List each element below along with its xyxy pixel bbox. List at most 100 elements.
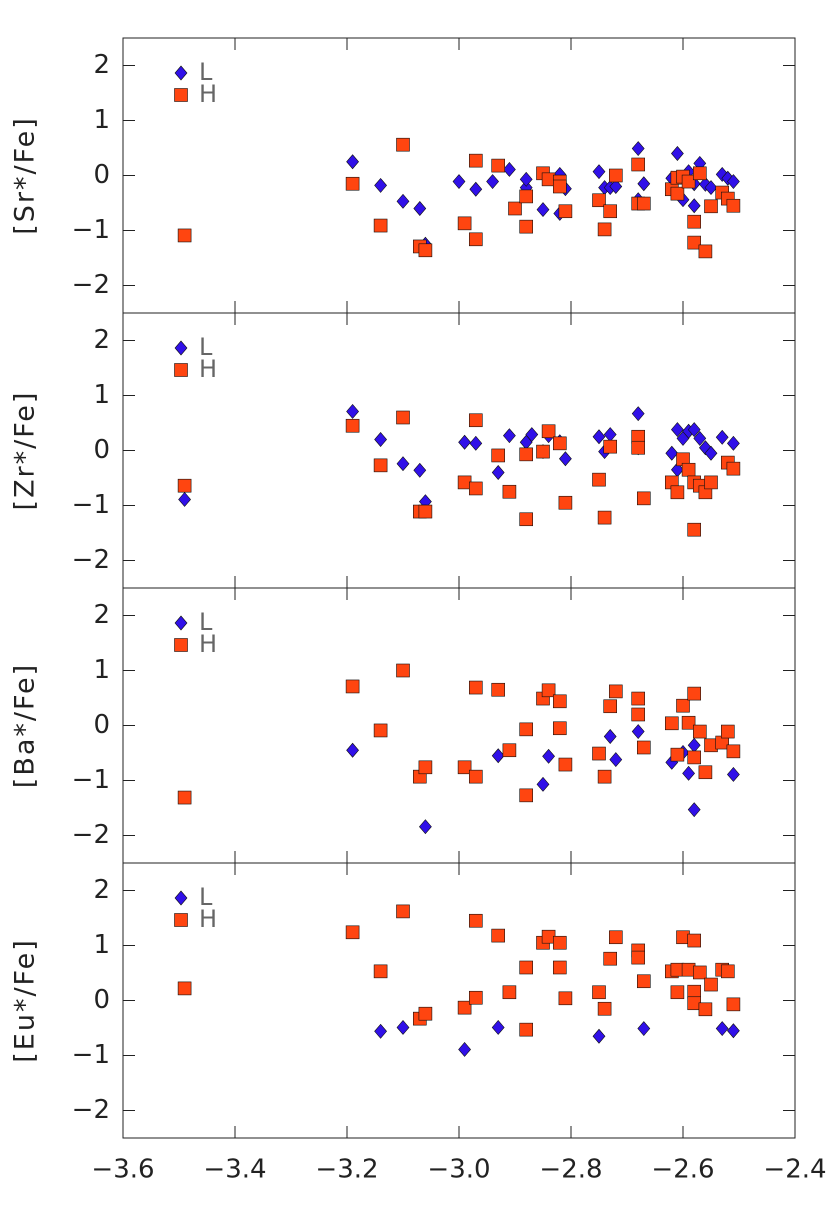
diamond-marker: [609, 752, 623, 768]
y-tick-label: 1: [93, 655, 110, 685]
square-marker: [519, 1022, 534, 1037]
square-marker: [608, 930, 623, 945]
diamond-marker: [469, 181, 483, 197]
square-marker: [664, 716, 679, 731]
square-marker: [345, 418, 360, 433]
diamond-marker: [503, 161, 516, 177]
square-marker: [592, 193, 606, 208]
legend-marker: [174, 615, 188, 631]
square-marker: [670, 485, 685, 500]
diamond-marker: [469, 435, 483, 451]
y-tick-label: −1: [72, 215, 110, 245]
square-marker: [636, 196, 651, 211]
square-marker: [692, 965, 707, 980]
diamond-marker: [396, 456, 410, 472]
square-marker: [608, 168, 623, 183]
diamond-marker: [374, 432, 387, 447]
diamond-marker: [491, 1019, 505, 1035]
square-marker: [508, 201, 522, 216]
square-marker: [519, 512, 534, 527]
diamond-marker: [715, 429, 729, 445]
square-marker: [704, 199, 718, 214]
square-marker: [558, 204, 573, 219]
square-marker: [597, 510, 612, 525]
square-marker: [418, 1006, 433, 1021]
square-marker: [698, 1002, 713, 1017]
x-tick-label: −3.2: [315, 1155, 378, 1185]
diamond-marker: [727, 1023, 740, 1039]
diamond-marker: [536, 776, 550, 792]
square-marker: [468, 481, 483, 496]
square-marker: [558, 495, 573, 510]
diamond-marker: [374, 1023, 387, 1039]
diamond-marker: [687, 422, 701, 438]
y-tick-label: −2: [72, 545, 110, 575]
legend-marker: [174, 363, 188, 377]
square-marker: [519, 722, 534, 737]
square-marker: [552, 179, 567, 194]
diamond-marker: [693, 430, 707, 446]
square-marker: [552, 721, 567, 736]
square-marker: [592, 472, 606, 487]
square-marker: [396, 410, 410, 425]
square-marker: [670, 186, 685, 201]
square-marker: [687, 984, 702, 999]
y-tick-label: 0: [93, 435, 110, 465]
square-marker: [704, 475, 718, 490]
diamond-marker: [603, 729, 617, 744]
square-marker: [636, 491, 651, 506]
diamond-marker: [592, 164, 606, 180]
square-marker: [519, 447, 534, 462]
y-tick-label: −1: [72, 1040, 110, 1070]
square-marker: [687, 235, 702, 250]
square-marker: [603, 204, 618, 219]
diamond-marker: [727, 766, 740, 782]
square-marker: [631, 440, 646, 455]
y-tick-label: −1: [72, 765, 110, 795]
diamond-marker: [346, 403, 359, 419]
square-marker: [692, 724, 707, 739]
legend-label: H: [199, 905, 217, 933]
square-marker: [552, 436, 567, 451]
square-marker: [491, 158, 506, 173]
diamond-marker: [178, 491, 191, 507]
square-marker: [726, 744, 741, 759]
square-marker: [396, 137, 410, 152]
diamond-marker: [413, 462, 427, 478]
y-tick-label: 0: [93, 985, 110, 1015]
square-marker: [491, 448, 506, 463]
diamond-marker: [525, 427, 539, 443]
square-marker: [345, 925, 360, 940]
square-marker: [491, 928, 506, 943]
square-marker: [687, 522, 702, 537]
square-marker: [720, 724, 735, 739]
square-marker: [603, 699, 618, 714]
square-marker: [418, 243, 433, 258]
diamond-marker: [665, 445, 679, 461]
diamond-marker: [419, 819, 432, 835]
square-marker: [631, 707, 646, 722]
square-marker: [468, 153, 483, 168]
x-axis-label: [Fe/H]: [412, 1214, 505, 1217]
diamond-marker: [503, 428, 516, 444]
square-marker: [592, 985, 606, 1000]
square-marker: [373, 964, 388, 979]
square-marker: [457, 760, 472, 775]
square-marker: [345, 679, 360, 694]
diamond-marker: [458, 1041, 471, 1057]
square-marker: [558, 991, 573, 1006]
diamond-marker: [682, 765, 695, 781]
square-marker: [396, 663, 410, 678]
y-tick-label: 0: [93, 710, 110, 740]
square-marker: [177, 981, 192, 996]
square-marker: [592, 746, 606, 761]
legend-marker: [174, 913, 188, 927]
diamond-marker: [603, 427, 617, 443]
square-marker: [457, 1000, 472, 1015]
legend-marker: [174, 340, 188, 356]
square-marker: [396, 904, 410, 919]
square-marker: [698, 765, 713, 780]
diamond-marker: [637, 176, 651, 192]
square-marker: [468, 990, 483, 1005]
